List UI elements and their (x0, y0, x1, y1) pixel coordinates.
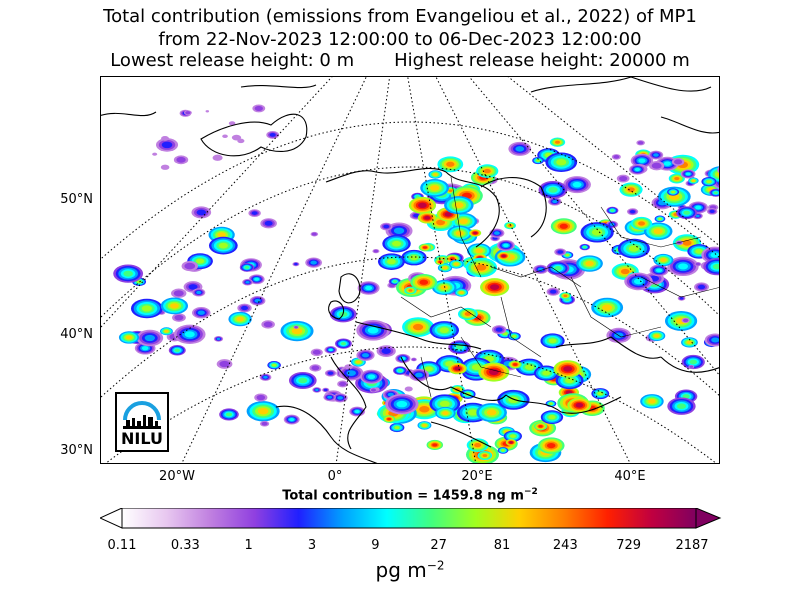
colorbar-bar (121, 508, 697, 529)
colorbar-tick-label: 1 (244, 538, 253, 553)
colorbar-units: pg m−2 (375, 558, 445, 582)
colorbar-tick-label: 2187 (675, 538, 709, 553)
lon-label-20e: 20°E (461, 469, 493, 484)
lon-label-0: 0° (327, 469, 343, 484)
total-contribution: Total contribution = 1459.8 ng m−2 (282, 487, 538, 504)
map-canvas (101, 77, 719, 463)
lowest-release-height: Lowest release height: 0 m (110, 50, 355, 71)
colorbar-tick-label: 9 (371, 538, 380, 553)
colorbar-min-extension (100, 508, 123, 529)
colorbar-max-extension (695, 508, 722, 529)
country-borders (400, 176, 719, 398)
map-title-line-1: Total contribution (emissions from Evang… (103, 6, 697, 27)
coastlines (101, 77, 719, 463)
lat-label-40n: 40°N (60, 327, 93, 342)
colorbar (100, 508, 722, 529)
nilu-logo: NILU (115, 392, 169, 452)
lon-label-40e: 40°E (614, 469, 646, 484)
lon-label-20w: 20°W (159, 469, 195, 484)
map-title-line-3: Lowest release height: 0 m Highest releas… (0, 50, 800, 72)
colorbar-tick-label: 0.11 (107, 538, 137, 553)
colorbar-tick-label: 3 (307, 538, 317, 553)
colorbar-tick-label: 27 (430, 538, 447, 553)
highest-release-height: Highest release height: 20000 m (394, 50, 690, 71)
logo-text: NILU (121, 429, 163, 448)
colorbar-tick-label: 81 (493, 538, 511, 553)
colorbar-tick-label: 243 (552, 538, 578, 553)
graticule (101, 77, 719, 463)
colorbar-tick-label: 0.33 (170, 538, 200, 553)
concentration-field (113, 104, 719, 463)
colorbar-tick-label: 729 (616, 538, 642, 553)
lat-label-30n: 30°N (60, 443, 93, 458)
map-panel (100, 76, 720, 464)
map-title-line-2: from 22-Nov-2023 12:00:00 to 06-Dec-2023… (158, 29, 642, 50)
logo-emblem-icon (123, 401, 161, 429)
lat-label-50n: 50°N (60, 192, 93, 207)
